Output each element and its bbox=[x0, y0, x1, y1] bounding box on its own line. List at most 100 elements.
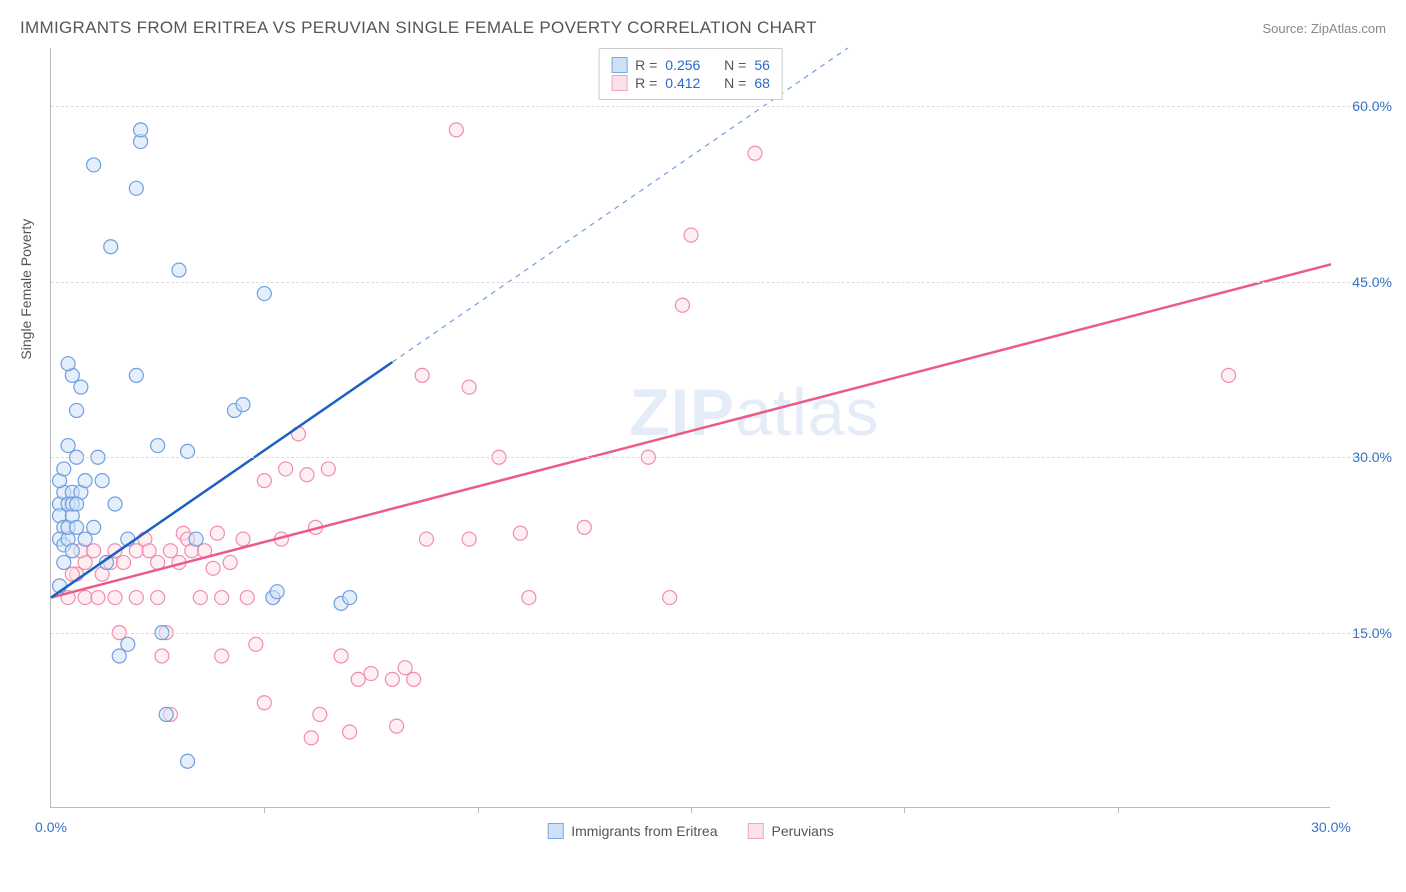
scatter-point bbox=[257, 474, 271, 488]
scatter-point bbox=[334, 649, 348, 663]
y-axis-label: Single Female Poverty bbox=[18, 219, 34, 360]
scatter-point bbox=[675, 298, 689, 312]
scatter-point bbox=[159, 707, 173, 721]
scatter-point bbox=[129, 368, 143, 382]
scatter-point bbox=[163, 544, 177, 558]
scatter-point bbox=[95, 474, 109, 488]
swatch-blue bbox=[611, 57, 627, 73]
x-tick-minor bbox=[478, 807, 479, 813]
swatch-pink-bottom bbox=[747, 823, 763, 839]
chart-title: IMMIGRANTS FROM ERITREA VS PERUVIAN SING… bbox=[20, 18, 817, 38]
scatter-point bbox=[181, 754, 195, 768]
scatter-point bbox=[189, 532, 203, 546]
trendline-peruvians bbox=[51, 264, 1331, 597]
scatter-point bbox=[70, 403, 84, 417]
y-tick-label: 45.0% bbox=[1352, 274, 1392, 290]
scatter-point bbox=[684, 228, 698, 242]
legend-label-1: Immigrants from Eritrea bbox=[571, 823, 717, 839]
scatter-point bbox=[193, 591, 207, 605]
scatter-point bbox=[206, 561, 220, 575]
scatter-point bbox=[210, 526, 224, 540]
x-tick-label: 0.0% bbox=[35, 819, 67, 835]
scatter-point bbox=[74, 380, 88, 394]
legend-correlation: R = 0.256 N = 56 R = 0.412 N = 68 bbox=[598, 48, 783, 100]
y-tick-label: 15.0% bbox=[1352, 625, 1392, 641]
scatter-point bbox=[415, 368, 429, 382]
scatter-point bbox=[419, 532, 433, 546]
n-label-1: N = bbox=[724, 57, 746, 73]
legend-item-series1: Immigrants from Eritrea bbox=[547, 823, 717, 839]
scatter-point bbox=[236, 532, 250, 546]
scatter-point bbox=[151, 591, 165, 605]
legend-label-2: Peruvians bbox=[771, 823, 833, 839]
y-tick-label: 60.0% bbox=[1352, 98, 1392, 114]
scatter-point bbox=[270, 585, 284, 599]
scatter-point bbox=[513, 526, 527, 540]
scatter-point bbox=[215, 591, 229, 605]
scatter-point bbox=[117, 555, 131, 569]
scatter-point bbox=[151, 439, 165, 453]
scatter-point bbox=[70, 497, 84, 511]
n-value-2: 68 bbox=[754, 75, 770, 91]
scatter-point bbox=[748, 146, 762, 160]
scatter-point bbox=[522, 591, 536, 605]
scatter-point bbox=[223, 555, 237, 569]
scatter-point bbox=[61, 439, 75, 453]
scatter-point bbox=[142, 544, 156, 558]
scatter-point bbox=[87, 520, 101, 534]
scatter-point bbox=[61, 357, 75, 371]
scatter-point bbox=[121, 637, 135, 651]
plot-area: ZIPatlas R = 0.256 N = 56 R = 0.412 N = … bbox=[50, 48, 1330, 808]
n-label-2: N = bbox=[724, 75, 746, 91]
scatter-point bbox=[462, 532, 476, 546]
swatch-blue-bottom bbox=[547, 823, 563, 839]
scatter-point bbox=[57, 555, 71, 569]
scatter-point bbox=[112, 649, 126, 663]
scatter-point bbox=[257, 287, 271, 301]
scatter-point bbox=[249, 637, 263, 651]
scatter-point bbox=[240, 591, 254, 605]
r-label-1: R = bbox=[635, 57, 657, 73]
x-tick-minor bbox=[904, 807, 905, 813]
scatter-point bbox=[1222, 368, 1236, 382]
scatter-point bbox=[78, 532, 92, 546]
source-name: ZipAtlas.com bbox=[1311, 21, 1386, 36]
scatter-point bbox=[155, 649, 169, 663]
gridline bbox=[51, 457, 1385, 458]
scatter-point bbox=[236, 398, 250, 412]
scatter-point bbox=[129, 544, 143, 558]
scatter-point bbox=[87, 158, 101, 172]
scatter-point bbox=[343, 725, 357, 739]
scatter-point bbox=[78, 474, 92, 488]
scatter-point bbox=[172, 263, 186, 277]
scatter-point bbox=[313, 707, 327, 721]
scatter-point bbox=[304, 731, 318, 745]
scatter-point bbox=[300, 468, 314, 482]
scatter-point bbox=[108, 591, 122, 605]
scatter-point bbox=[449, 123, 463, 137]
n-value-1: 56 bbox=[754, 57, 770, 73]
scatter-point bbox=[279, 462, 293, 476]
scatter-point bbox=[663, 591, 677, 605]
chart-svg bbox=[51, 48, 1330, 807]
scatter-point bbox=[78, 591, 92, 605]
scatter-point bbox=[87, 544, 101, 558]
scatter-point bbox=[129, 591, 143, 605]
source-prefix: Source: bbox=[1262, 21, 1310, 36]
r-value-1: 0.256 bbox=[665, 57, 700, 73]
scatter-point bbox=[65, 544, 79, 558]
scatter-point bbox=[257, 696, 271, 710]
r-label-2: R = bbox=[635, 75, 657, 91]
scatter-point bbox=[385, 672, 399, 686]
legend-series: Immigrants from Eritrea Peruvians bbox=[547, 823, 834, 839]
scatter-point bbox=[91, 591, 105, 605]
legend-row-series1: R = 0.256 N = 56 bbox=[611, 57, 770, 73]
scatter-point bbox=[108, 497, 122, 511]
legend-item-series2: Peruvians bbox=[747, 823, 833, 839]
x-tick-minor bbox=[264, 807, 265, 813]
scatter-point bbox=[343, 591, 357, 605]
r-value-2: 0.412 bbox=[665, 75, 700, 91]
scatter-point bbox=[57, 462, 71, 476]
scatter-point bbox=[70, 520, 84, 534]
scatter-point bbox=[398, 661, 412, 675]
